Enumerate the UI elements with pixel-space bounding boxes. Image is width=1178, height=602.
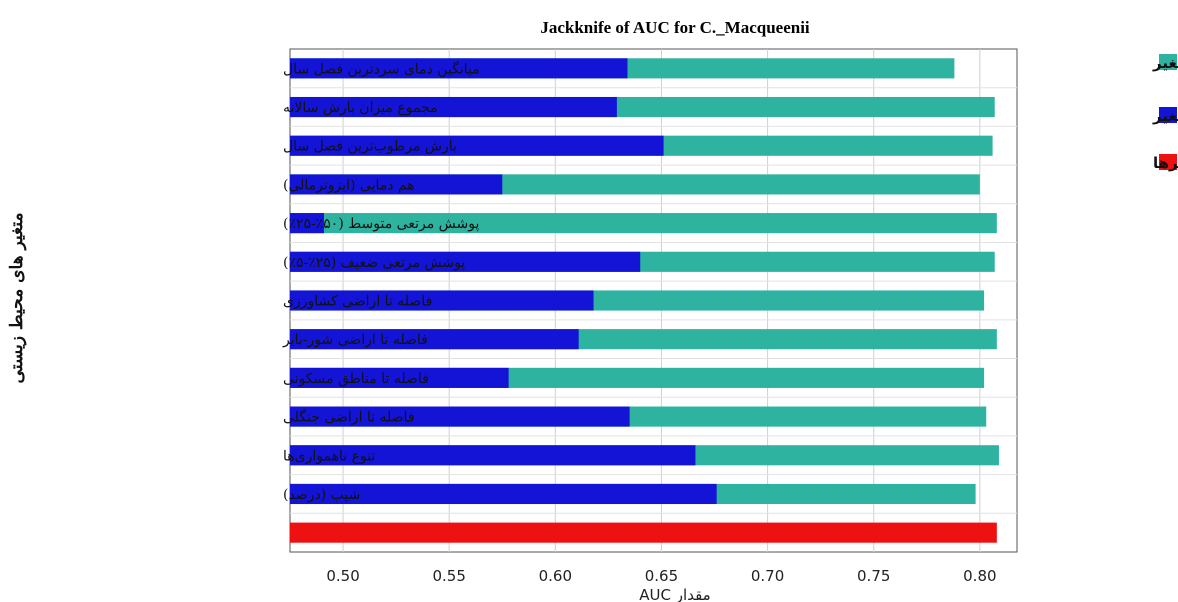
x-tick-label: 0.75 xyxy=(857,567,890,585)
category-label: فاصله تا اراضی کشاورزی xyxy=(283,294,432,310)
category-label: هم دمایی (ایزوترمالی) xyxy=(283,177,415,193)
category-label: مجموع میزان بارش سالانه xyxy=(283,100,438,116)
category-label: فاصله تا اراضی شور-بایر xyxy=(282,332,428,348)
legend-label: بدون متغیر xyxy=(1152,54,1178,72)
category-label: پوشش مرتعی متوسط (۵۰٪-۲۵٪) xyxy=(283,216,479,232)
chart-title: Jackknife of AUC for C._Macqueenii xyxy=(540,18,810,37)
x-tick-label: 0.80 xyxy=(963,567,996,585)
x-tick-label: 0.65 xyxy=(645,567,678,585)
x-tick-label: 0.50 xyxy=(326,567,359,585)
y-axis-label: متغیر های محیط زیستی xyxy=(7,213,27,384)
legend: بدون متغیر تنها با یک متغیر با تمام متغیره… xyxy=(1152,54,1178,172)
category-label: بارش مرطوب‌ترین فصل سال xyxy=(283,139,457,155)
category-label: تنوع ناهمواری‌ها xyxy=(283,448,375,464)
bar-all-variables xyxy=(290,523,997,543)
legend-label: تنها با یک متغیر xyxy=(1152,107,1178,125)
x-tick-label: 0.60 xyxy=(539,567,572,585)
category-label: شیب (درصد) xyxy=(283,487,360,503)
category-label: فاصله تا مناطق مسکونی xyxy=(283,371,429,387)
category-label: میانگین دمای سردترین فصل سال xyxy=(283,60,480,77)
x-tick-label: 0.70 xyxy=(751,567,784,585)
category-label: فاصله تا اراضی جنگلی xyxy=(283,409,415,426)
category-label: پوشش مرتعی ضعیف (۲۵٪-۵٪) xyxy=(283,255,465,271)
x-tick-labels: 0.50 0.55 0.60 0.65 0.70 0.75 0.80 xyxy=(326,567,996,585)
x-tick-label: 0.55 xyxy=(432,567,465,585)
x-axis-label: مقدار AUC xyxy=(639,586,710,602)
